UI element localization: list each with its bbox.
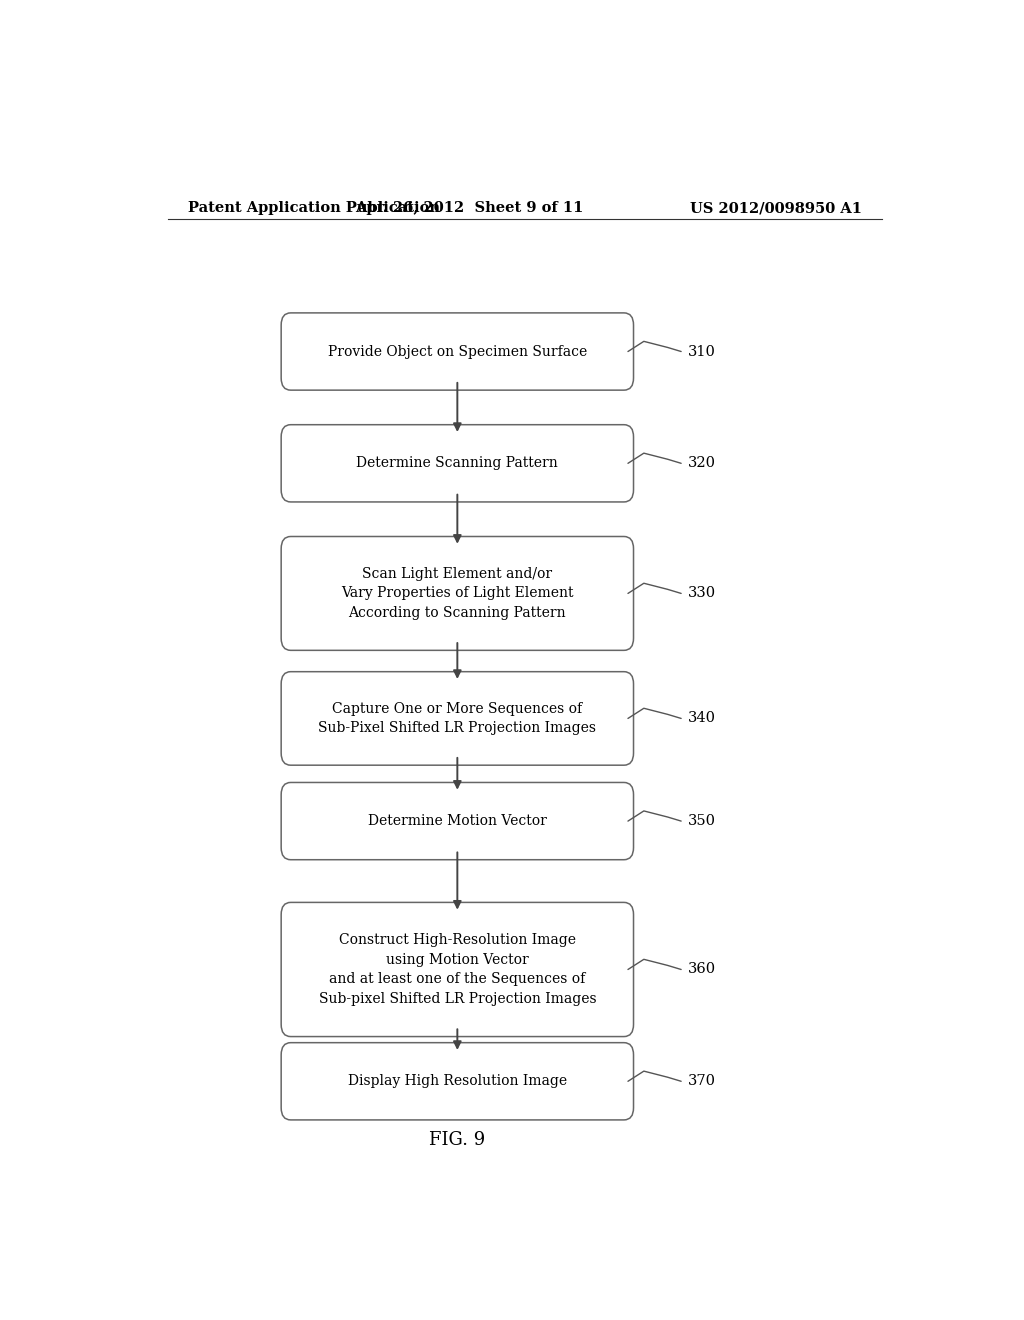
Text: Apr. 26, 2012  Sheet 9 of 11: Apr. 26, 2012 Sheet 9 of 11 xyxy=(355,201,584,215)
FancyBboxPatch shape xyxy=(282,425,634,502)
FancyBboxPatch shape xyxy=(282,313,634,391)
Text: 330: 330 xyxy=(687,586,716,601)
Text: Determine Motion Vector: Determine Motion Vector xyxy=(368,814,547,828)
Text: 350: 350 xyxy=(687,814,716,828)
Text: 340: 340 xyxy=(687,711,716,726)
FancyBboxPatch shape xyxy=(282,1043,634,1119)
FancyBboxPatch shape xyxy=(282,903,634,1036)
FancyBboxPatch shape xyxy=(282,536,634,651)
Text: Capture One or More Sequences of
Sub-Pixel Shifted LR Projection Images: Capture One or More Sequences of Sub-Pix… xyxy=(318,702,596,735)
Text: 320: 320 xyxy=(687,457,716,470)
Text: Provide Object on Specimen Surface: Provide Object on Specimen Surface xyxy=(328,345,587,359)
Text: 360: 360 xyxy=(687,962,716,977)
Text: Display High Resolution Image: Display High Resolution Image xyxy=(348,1074,567,1088)
FancyBboxPatch shape xyxy=(282,783,634,859)
Text: FIG. 9: FIG. 9 xyxy=(429,1131,485,1150)
Text: 370: 370 xyxy=(687,1074,716,1088)
Text: Patent Application Publication: Patent Application Publication xyxy=(187,201,439,215)
FancyBboxPatch shape xyxy=(282,672,634,766)
Text: US 2012/0098950 A1: US 2012/0098950 A1 xyxy=(690,201,862,215)
Text: Determine Scanning Pattern: Determine Scanning Pattern xyxy=(356,457,558,470)
Text: Scan Light Element and/or
Vary Properties of Light Element
According to Scanning: Scan Light Element and/or Vary Propertie… xyxy=(341,566,573,620)
Text: 310: 310 xyxy=(687,345,716,359)
Text: Construct High-Resolution Image
using Motion Vector
and at least one of the Sequ: Construct High-Resolution Image using Mo… xyxy=(318,933,596,1006)
